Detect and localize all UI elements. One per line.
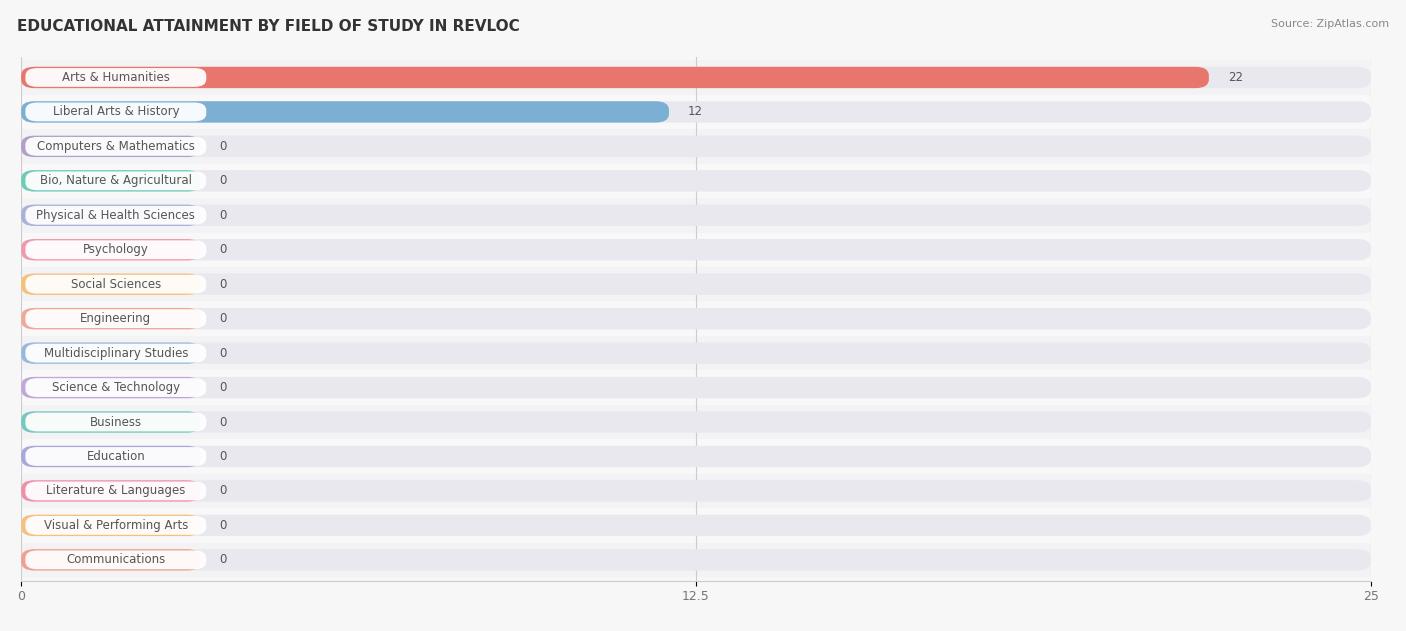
Bar (21, 370, 1371, 405)
FancyBboxPatch shape (21, 101, 669, 122)
FancyBboxPatch shape (21, 308, 1371, 329)
Text: 0: 0 (219, 312, 226, 325)
Text: 0: 0 (219, 450, 226, 463)
FancyBboxPatch shape (25, 172, 207, 190)
Text: Arts & Humanities: Arts & Humanities (62, 71, 170, 84)
Text: Visual & Performing Arts: Visual & Performing Arts (44, 519, 188, 532)
Text: Social Sciences: Social Sciences (70, 278, 160, 291)
FancyBboxPatch shape (21, 549, 1371, 570)
FancyBboxPatch shape (21, 411, 201, 433)
FancyBboxPatch shape (21, 67, 1209, 88)
FancyBboxPatch shape (21, 136, 201, 157)
Bar (21, 163, 1371, 198)
FancyBboxPatch shape (21, 239, 201, 261)
Text: 0: 0 (219, 346, 226, 360)
FancyBboxPatch shape (21, 67, 1371, 88)
FancyBboxPatch shape (21, 445, 201, 467)
Bar (21, 474, 1371, 508)
FancyBboxPatch shape (25, 413, 207, 432)
FancyBboxPatch shape (21, 377, 201, 398)
Bar (21, 439, 1371, 474)
FancyBboxPatch shape (21, 343, 201, 364)
FancyBboxPatch shape (21, 170, 201, 192)
Bar (21, 95, 1371, 129)
Bar (21, 267, 1371, 302)
Text: Engineering: Engineering (80, 312, 152, 325)
Text: Multidisciplinary Studies: Multidisciplinary Studies (44, 346, 188, 360)
Text: Computers & Mathematics: Computers & Mathematics (37, 140, 195, 153)
Text: 0: 0 (219, 174, 226, 187)
FancyBboxPatch shape (21, 377, 1371, 398)
FancyBboxPatch shape (25, 274, 207, 293)
FancyBboxPatch shape (25, 550, 207, 569)
Bar (21, 129, 1371, 163)
FancyBboxPatch shape (21, 204, 1371, 226)
Text: Liberal Arts & History: Liberal Arts & History (52, 105, 179, 119)
Bar (21, 232, 1371, 267)
FancyBboxPatch shape (25, 68, 207, 87)
FancyBboxPatch shape (25, 206, 207, 225)
Text: Education: Education (86, 450, 145, 463)
FancyBboxPatch shape (21, 549, 201, 570)
Text: 0: 0 (219, 381, 226, 394)
Text: 12: 12 (688, 105, 703, 119)
Bar (21, 336, 1371, 370)
Text: 22: 22 (1227, 71, 1243, 84)
Bar (21, 60, 1371, 95)
FancyBboxPatch shape (21, 343, 1371, 364)
Bar (21, 543, 1371, 577)
FancyBboxPatch shape (25, 447, 207, 466)
FancyBboxPatch shape (25, 309, 207, 328)
FancyBboxPatch shape (25, 516, 207, 535)
FancyBboxPatch shape (21, 273, 1371, 295)
Text: Psychology: Psychology (83, 243, 149, 256)
FancyBboxPatch shape (25, 344, 207, 363)
Text: Business: Business (90, 416, 142, 428)
FancyBboxPatch shape (21, 445, 1371, 467)
FancyBboxPatch shape (21, 204, 201, 226)
Bar (21, 508, 1371, 543)
Text: 0: 0 (219, 519, 226, 532)
FancyBboxPatch shape (21, 480, 1371, 502)
FancyBboxPatch shape (21, 308, 201, 329)
FancyBboxPatch shape (25, 481, 207, 500)
Text: 0: 0 (219, 416, 226, 428)
Text: 0: 0 (219, 243, 226, 256)
Text: Physical & Health Sciences: Physical & Health Sciences (37, 209, 195, 221)
FancyBboxPatch shape (21, 515, 201, 536)
FancyBboxPatch shape (25, 102, 207, 121)
Text: Science & Technology: Science & Technology (52, 381, 180, 394)
FancyBboxPatch shape (21, 515, 1371, 536)
Text: Literature & Languages: Literature & Languages (46, 485, 186, 497)
Text: Bio, Nature & Agricultural: Bio, Nature & Agricultural (39, 174, 191, 187)
Text: 0: 0 (219, 278, 226, 291)
FancyBboxPatch shape (21, 411, 1371, 433)
Text: Communications: Communications (66, 553, 166, 567)
Text: 0: 0 (219, 209, 226, 221)
FancyBboxPatch shape (21, 170, 1371, 192)
Text: 0: 0 (219, 553, 226, 567)
FancyBboxPatch shape (21, 480, 201, 502)
Bar (21, 302, 1371, 336)
Bar (21, 405, 1371, 439)
FancyBboxPatch shape (21, 273, 201, 295)
FancyBboxPatch shape (21, 136, 1371, 157)
Text: Source: ZipAtlas.com: Source: ZipAtlas.com (1271, 19, 1389, 29)
FancyBboxPatch shape (25, 240, 207, 259)
Bar (21, 198, 1371, 232)
FancyBboxPatch shape (21, 101, 1371, 122)
FancyBboxPatch shape (21, 239, 1371, 261)
FancyBboxPatch shape (25, 137, 207, 156)
Text: EDUCATIONAL ATTAINMENT BY FIELD OF STUDY IN REVLOC: EDUCATIONAL ATTAINMENT BY FIELD OF STUDY… (17, 19, 520, 34)
Text: 0: 0 (219, 140, 226, 153)
Text: 0: 0 (219, 485, 226, 497)
FancyBboxPatch shape (25, 378, 207, 397)
